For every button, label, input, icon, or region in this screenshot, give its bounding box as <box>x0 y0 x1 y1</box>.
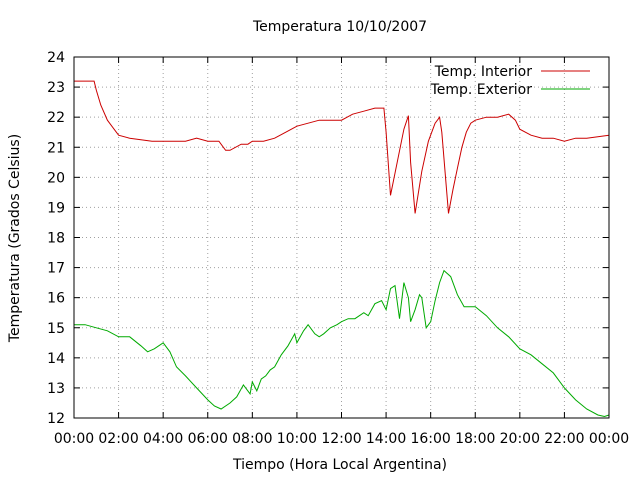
x-tick-label: 08:00 <box>232 431 272 447</box>
y-tick-label: 19 <box>47 200 65 216</box>
x-tick-label: 04:00 <box>143 431 183 447</box>
y-tick-label: 18 <box>47 231 65 247</box>
x-tick-label: 10:00 <box>277 431 317 447</box>
x-tick-label: 22:00 <box>544 431 584 447</box>
y-tick-label: 16 <box>47 291 65 307</box>
y-tick-label: 23 <box>47 80 65 96</box>
x-tick-label: 02:00 <box>98 431 138 447</box>
series-layer <box>74 80 610 418</box>
y-tick-label: 21 <box>47 140 65 156</box>
series-line-interior <box>74 80 610 214</box>
x-tick-label: 20:00 <box>500 431 540 447</box>
y-tick-label: 14 <box>47 351 65 367</box>
y-tick-label: 24 <box>47 50 65 66</box>
x-tick-label: 12:00 <box>321 431 361 447</box>
x-tick-label: 00:00 <box>589 431 629 447</box>
chart-title: Temperatura 10/10/2007 <box>252 19 427 35</box>
y-tick-label: 20 <box>47 170 65 186</box>
legend: Temp. Interior Temp. Exterior <box>430 64 590 98</box>
grid <box>74 57 609 418</box>
y-tick-label: 15 <box>47 321 65 337</box>
axis-ticks: 00:00 02:00 04:00 06:00 08:00 10:00 12:00 14:00… <box>47 50 629 447</box>
x-tick-label: 06:00 <box>188 431 228 447</box>
legend-label: Temp. Exterior <box>430 82 533 98</box>
x-tick-label: 00:00 <box>54 431 94 447</box>
x-tick-label: 18:00 <box>455 431 495 447</box>
plot-frame <box>73 56 610 419</box>
legend-label: Temp. Interior <box>434 64 533 80</box>
y-tick-label: 22 <box>47 110 65 126</box>
y-axis-label: Temperatura (Grados Celsius) <box>7 134 23 343</box>
x-tick-label: 14:00 <box>366 431 406 447</box>
series-line-exterior <box>74 269 610 418</box>
x-axis-label: Tiempo (Hora Local Argentina) <box>232 457 447 473</box>
y-tick-label: 13 <box>47 381 65 397</box>
x-tick-label: 16:00 <box>410 431 450 447</box>
y-tick-label: 17 <box>47 261 65 277</box>
y-tick-label: 12 <box>47 411 65 427</box>
